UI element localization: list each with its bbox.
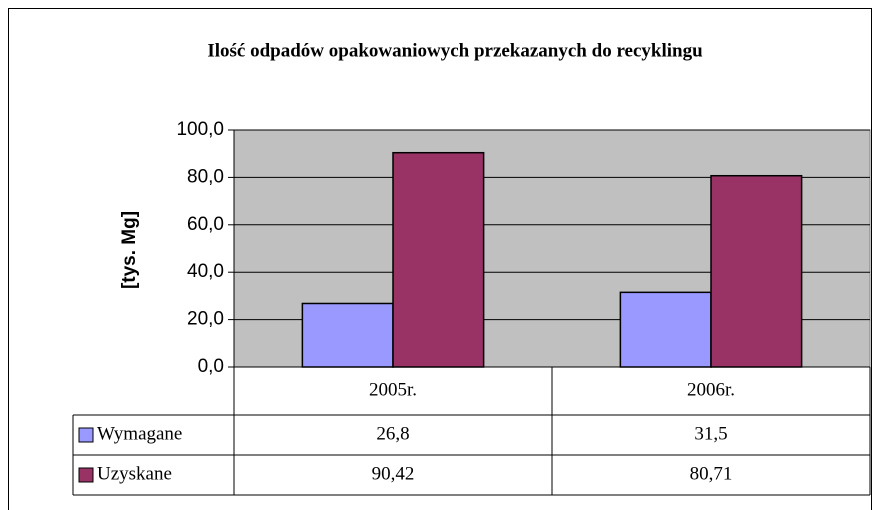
y-tick-label: 80,0 bbox=[187, 166, 224, 187]
y-tick-label: 40,0 bbox=[187, 261, 224, 282]
x-tick-label: 2006r. bbox=[687, 379, 735, 400]
table-value: 31,5 bbox=[694, 423, 727, 444]
y-tick-label: 100,0 bbox=[176, 119, 224, 140]
legend-key bbox=[78, 427, 94, 443]
bar bbox=[301, 302, 394, 368]
legend-label: Wymagane bbox=[97, 423, 182, 444]
legend-label: Uzyskane bbox=[97, 463, 172, 484]
y-tick-label: 20,0 bbox=[187, 309, 224, 330]
table-value: 80,71 bbox=[690, 463, 733, 484]
y-axis-label: [tys. Mg] bbox=[119, 211, 140, 289]
bar bbox=[619, 291, 712, 368]
bar bbox=[392, 151, 485, 368]
y-tick-label: 0,0 bbox=[198, 356, 224, 377]
table-value: 90,42 bbox=[372, 463, 415, 484]
table-value: 26,8 bbox=[376, 423, 409, 444]
y-tick-label: 60,0 bbox=[187, 214, 224, 235]
x-tick-label: 2005r. bbox=[369, 379, 417, 400]
legend-key bbox=[78, 467, 94, 483]
bar bbox=[710, 174, 803, 368]
chart-title: Ilość odpadów opakowaniowych przekazanyc… bbox=[207, 40, 703, 61]
